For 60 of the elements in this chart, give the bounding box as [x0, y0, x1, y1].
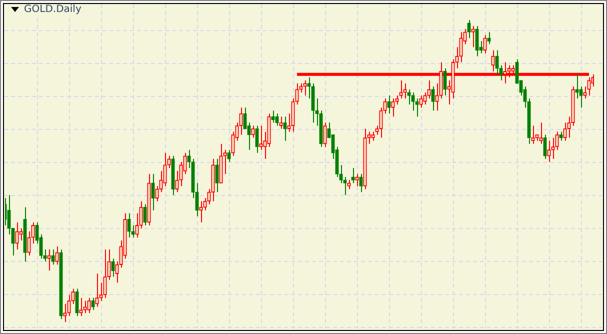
candlestick: [83, 300, 87, 314]
candlestick: [419, 95, 423, 108]
candlestick: [539, 122, 543, 144]
candlestick: [559, 131, 563, 142]
candlestick: [63, 303, 67, 322]
candlestick: [15, 222, 19, 250]
candlestick: [283, 116, 287, 142]
candlestick: [359, 174, 363, 193]
candlestick: [471, 26, 475, 48]
candlestick: [371, 131, 375, 142]
candlestick: [531, 125, 535, 144]
candlestick: [355, 174, 359, 187]
candlestick: [151, 174, 155, 211]
candlestick: [475, 26, 479, 57]
candlestick: [279, 116, 283, 130]
candlestick: [407, 88, 411, 106]
candlestick: [587, 76, 591, 96]
candlestick: [547, 140, 551, 162]
candlestick: [563, 122, 567, 142]
candlestick: [487, 32, 491, 45]
candlestick: [551, 137, 555, 160]
candlestick: [251, 125, 255, 138]
candlestick: [467, 20, 471, 39]
candlestick: [495, 50, 499, 75]
candlestick: [431, 86, 435, 112]
candlestick: [47, 249, 51, 272]
candlestick: [75, 288, 79, 316]
candlestick: [79, 297, 83, 316]
candlestick: [259, 125, 263, 150]
candlestick: [423, 92, 427, 106]
candlestick: [271, 110, 275, 124]
chart-title: GOLD.Daily: [24, 4, 82, 15]
candlestick: [127, 212, 131, 238]
candlestick: [215, 158, 219, 193]
candlestick: [111, 258, 115, 278]
candlestick: [91, 297, 95, 310]
candlestick: [391, 98, 395, 118]
candlestick: [303, 80, 307, 96]
candlestick: [403, 82, 407, 100]
candlestick: [323, 122, 327, 148]
candlestick: [103, 249, 107, 298]
candlestick: [19, 228, 23, 241]
candlestick: [143, 204, 147, 226]
candlestick: [483, 34, 487, 54]
candlestick: [255, 125, 259, 154]
candlestick: [347, 180, 351, 190]
candlestick: [351, 167, 355, 184]
candlestick: [411, 92, 415, 112]
candlestick: [55, 246, 59, 266]
candlestick: [399, 80, 403, 100]
candlestick: [95, 273, 99, 308]
candlestick: [199, 200, 203, 223]
candlestick: [543, 134, 547, 160]
candlestick: [443, 68, 447, 96]
candlestick: [227, 149, 231, 162]
candlestick: [87, 297, 91, 314]
candlestick: [51, 249, 55, 266]
candlestick: [575, 74, 579, 100]
candlestick: [387, 95, 391, 114]
candlestick: [275, 113, 279, 126]
